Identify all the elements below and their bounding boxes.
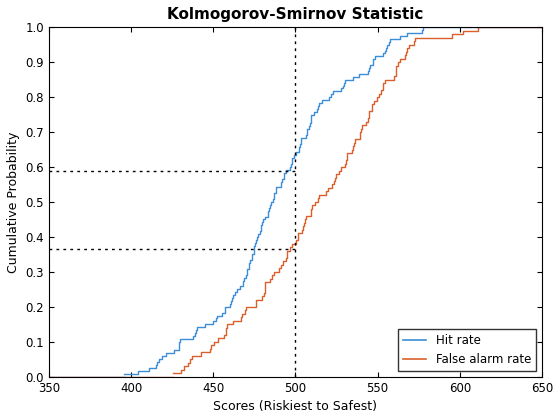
- False alarm rate: [337, 165, 344, 170]
- Line: False alarm rate: False alarm rate: [173, 27, 478, 373]
- Hit rate: [419, 25, 426, 30]
- Y-axis label: Cumulative Probability: Cumulative Probability: [7, 131, 20, 273]
- Hit rate: [387, 37, 394, 42]
- Hit rate: [120, 371, 127, 376]
- Hit rate: [303, 132, 310, 137]
- X-axis label: Scores (Riskiest to Safest): Scores (Riskiest to Safest): [213, 400, 377, 413]
- Hit rate: [240, 278, 247, 283]
- False alarm rate: [261, 290, 268, 295]
- False alarm rate: [474, 25, 481, 30]
- False alarm rate: [170, 370, 176, 375]
- Line: Hit rate: Hit rate: [124, 27, 423, 374]
- Hit rate: [278, 179, 284, 184]
- False alarm rate: [406, 42, 413, 47]
- Title: Kolmogorov-Smirnov Statistic: Kolmogorov-Smirnov Statistic: [167, 7, 424, 22]
- Hit rate: [319, 97, 326, 102]
- False alarm rate: [316, 192, 323, 197]
- Legend: Hit rate, False alarm rate: Hit rate, False alarm rate: [398, 329, 536, 371]
- False alarm rate: [242, 304, 249, 309]
- False alarm rate: [402, 52, 408, 58]
- Hit rate: [227, 299, 234, 304]
